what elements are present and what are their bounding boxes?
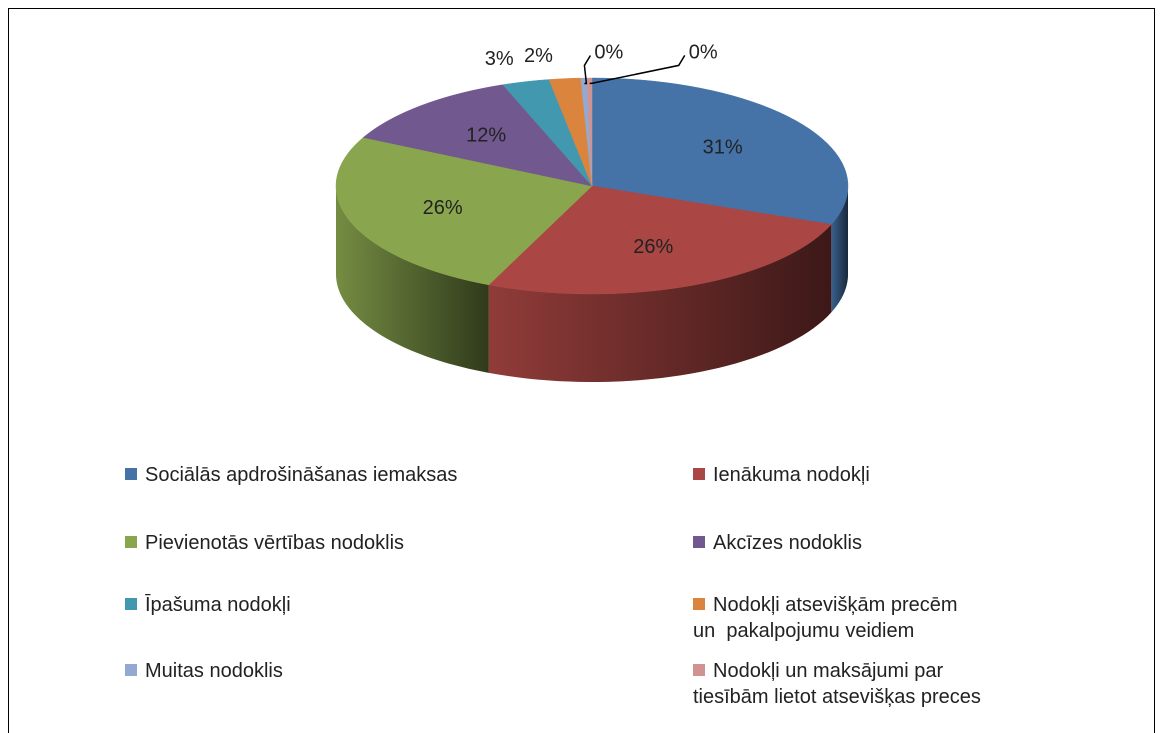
legend-item: Ienākuma nodokļi [693,462,870,488]
slice [335,137,593,286]
legend-label: Sociālās apdrošināšanas iemaksas [145,464,458,486]
data-label: 12% [466,124,506,146]
legend-item: Pievienotās vērtības nodoklis [125,530,404,556]
slice [488,185,832,295]
legend-swatch [125,468,137,480]
data-label: 26% [423,197,463,219]
legend-item: Nodokļi un maksājumi par tiesībām lietot… [693,658,981,710]
legend-label: Muitas nodoklis [145,660,283,682]
legend-swatch [125,598,137,610]
data-label: 2% [524,45,553,67]
legend-label: Nodokļi atsevišķām precēm un pakalpojumu… [693,594,958,642]
slice [502,79,593,187]
data-label: 0% [689,42,718,64]
data-label: 0% [594,42,623,64]
chart-border [8,8,1155,733]
data-label: 3% [485,48,514,70]
legend-item: Īpašuma nodokļi [125,592,291,618]
data-label: 26% [633,236,673,258]
legend-swatch [693,468,705,480]
legend-swatch [125,536,137,548]
legend-swatch [125,664,137,676]
slice [362,84,593,187]
slice [586,77,593,187]
legend-swatch [693,536,705,548]
legend-item: Akcīzes nodoklis [693,530,862,556]
slice [548,77,593,187]
legend-swatch [693,664,705,676]
leader-line [583,55,592,85]
slice [591,77,849,225]
legend-item: Nodokļi atsevišķām precēm un pakalpojumu… [693,592,958,644]
legend-item: Muitas nodoklis [125,658,283,684]
slice-side-shade [831,186,848,313]
leader-line [589,55,686,85]
legend-label: Īpašuma nodokļi [145,594,291,616]
legend-label: Akcīzes nodoklis [713,532,862,554]
legend-label: Nodokļi un maksājumi par tiesībām lietot… [693,660,981,708]
legend-swatch [693,598,705,610]
legend-label: Ienākuma nodokļi [713,464,870,486]
slice-side-shade [336,186,489,373]
legend-item: Sociālās apdrošināšanas iemaksas [125,462,457,488]
slice-side-shade [488,224,832,382]
legend-label: Pievienotās vērtības nodoklis [145,532,405,554]
data-label: 31% [703,136,743,158]
